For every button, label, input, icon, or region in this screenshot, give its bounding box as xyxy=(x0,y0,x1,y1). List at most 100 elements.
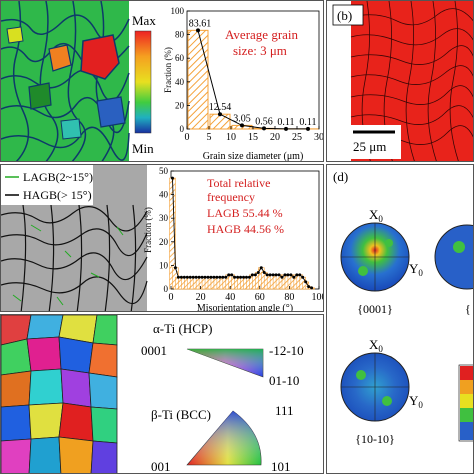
lagb-legend-label: LAGB(2~15°) xyxy=(23,170,93,184)
misorientation-ytick-label: 0 xyxy=(164,284,169,294)
pf-0001-caption: {0001} xyxy=(357,302,393,316)
misorientation-point xyxy=(188,275,192,279)
misorientation-point xyxy=(247,275,251,279)
alpha-1210-label: -12-10 xyxy=(269,343,304,358)
misorientation-point xyxy=(227,273,231,277)
grain-size-annotation-1: Average grain xyxy=(225,27,299,42)
panel-e-svg: α-Ti (HCP) 0001 -12-10 01-10 β-Ti (BCC) … xyxy=(1,315,304,474)
misorientation-point xyxy=(179,275,183,279)
grain-size-ytick-label: 20 xyxy=(175,100,185,110)
beta-ti-label: β-Ti (BCC) xyxy=(151,407,211,422)
panel-c: LAGB(2~15°) HAGB(> 15°) 0 20 40 60 80 100 0 10 2… xyxy=(0,164,324,312)
grain-size-data-label: 0.56 xyxy=(255,116,273,127)
beta-111-label: 111 xyxy=(275,403,294,418)
alpha-0110-label: 01-10 xyxy=(269,373,299,388)
grain-size-ytick-label: 0 xyxy=(180,124,185,134)
misorientation-point xyxy=(194,275,198,279)
misorientation-point xyxy=(274,273,278,277)
misorientation-point xyxy=(301,275,305,279)
pf-0001-y-axis-label: Y0 xyxy=(409,261,423,278)
misorientation-ytick-label: 50 xyxy=(159,166,169,176)
misorientation-xtick-label: 80 xyxy=(284,292,294,303)
misorientation-point xyxy=(265,273,269,277)
misorientation-point xyxy=(271,273,275,277)
misorientation-point xyxy=(262,270,266,274)
grain-size-ytick-label: 40 xyxy=(175,77,185,87)
misorientation-point xyxy=(224,275,228,279)
beta-101-label: 101 xyxy=(271,459,291,474)
grain-size-xtick-label: 10 xyxy=(226,132,236,143)
misorientation-point xyxy=(170,176,174,180)
misorientation-point xyxy=(298,273,302,277)
colorbar-max-label: Max xyxy=(132,13,156,28)
pf-colorbar-yellow xyxy=(460,394,473,408)
alpha-ti-label: α-Ti (HCP) xyxy=(153,321,212,336)
misorientation-point xyxy=(182,275,186,279)
panel-c-svg: LAGB(2~15°) HAGB(> 15°) 0 20 40 60 80 100 0 10 2… xyxy=(1,165,325,311)
grain-size-ytick-label: 100 xyxy=(171,6,185,16)
alpha-ipf-triangle-overlay xyxy=(187,349,263,377)
misorientation-point xyxy=(233,275,237,279)
misorientation-point xyxy=(185,275,189,279)
misorientation-xtick-label: 0 xyxy=(169,292,174,303)
misorientation-ytick-label: 10 xyxy=(159,260,169,270)
grain-orange xyxy=(48,44,72,72)
misorientation-point xyxy=(250,273,254,277)
misorientation-point xyxy=(304,280,308,284)
pf-colorbar-blue xyxy=(460,422,473,440)
misorientation-point xyxy=(283,273,287,277)
large-grain-red xyxy=(80,34,120,80)
grain-size-bar xyxy=(209,113,231,130)
misorientation-point xyxy=(236,275,240,279)
misorientation-xtick-label: 60 xyxy=(255,292,265,303)
boundary-legend xyxy=(1,165,93,205)
misorientation-ytick-label: 20 xyxy=(159,237,169,247)
grain-size-xtick-label: 15 xyxy=(248,132,258,143)
pf-1010-x-axis-label: X0 xyxy=(369,337,383,354)
grain-size-annotation-2: size: 3 μm xyxy=(233,43,287,58)
misorientation-point xyxy=(289,273,293,277)
relative-frequency-title-1: Total relative xyxy=(207,176,270,190)
pf-partial-spot xyxy=(453,241,465,253)
panel-a-svg: Max Min 83.61 12.543.05 0.56 0.11 0.11 0 5 10 15… xyxy=(1,1,324,161)
panel-d-label: (d) xyxy=(333,169,348,184)
grain-size-point xyxy=(196,28,200,33)
grain-yellow xyxy=(6,26,24,44)
misorientation-xtick-label: 100 xyxy=(312,292,325,303)
hagb-percentage: HAGB 44.56 % xyxy=(207,222,284,236)
grain-size-xtick-label: 30 xyxy=(314,132,324,143)
misorientation-point xyxy=(212,275,216,279)
misorientation-point xyxy=(307,285,311,289)
grain-size-data-label: 12.54 xyxy=(209,102,232,113)
grain-size-data-label: 0.11 xyxy=(277,117,294,128)
ipf-grains xyxy=(1,315,118,473)
misorientation-point xyxy=(268,273,272,277)
scale-bar-label: 25 μm xyxy=(353,139,386,154)
misorientation-point xyxy=(295,273,299,277)
grain-size-bar xyxy=(187,29,209,130)
grain-blue xyxy=(96,96,126,128)
pf-0001-x-axis-label: X0 xyxy=(369,207,383,224)
misorientation-point xyxy=(253,273,257,277)
relative-frequency-title-2: frequency xyxy=(207,190,255,204)
misorientation-point xyxy=(200,275,204,279)
panel-b: (b) 25 μm xyxy=(326,0,474,162)
panel-e: α-Ti (HCP) 0001 -12-10 01-10 β-Ti (BCC) … xyxy=(0,314,324,474)
grain-size-xtick-label: 0 xyxy=(185,132,190,143)
grain-size-xtick-label: 5 xyxy=(207,132,212,143)
misorientation-point xyxy=(191,275,195,279)
panel-d: (d) X0 Y0 {0001} { X0 Y0 {10-10} xyxy=(326,164,474,474)
misorientation-chart: 0 20 40 60 80 100 0 10 20 30 40 50 xyxy=(159,166,325,303)
misorientation-ylabel: Fraction (%) xyxy=(143,207,153,253)
misorientation-point xyxy=(176,275,180,279)
misorientation-point xyxy=(292,275,296,279)
grain-size-xtick-label: 25 xyxy=(292,132,302,143)
panel-b-label-box xyxy=(332,4,364,26)
misorientation-point xyxy=(280,275,284,279)
pf-colorbar-red xyxy=(460,366,473,380)
pole-figure-partial xyxy=(434,224,473,290)
misorientation-point xyxy=(310,286,314,290)
lagb-lines xyxy=(12,224,124,306)
beta-ipf-triangle-overlay xyxy=(187,411,262,465)
lagb-percentage: LAGB 55.44 % xyxy=(207,206,283,220)
